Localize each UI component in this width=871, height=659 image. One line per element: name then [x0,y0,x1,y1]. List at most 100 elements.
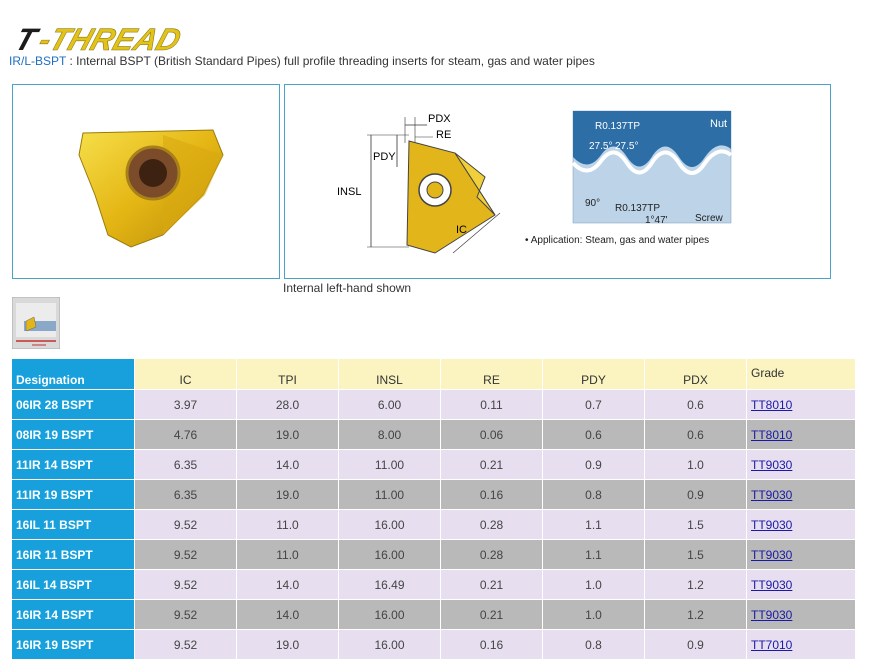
cell-tpi: 19.0 [237,419,339,449]
product-subtitle: IR/L-BSPT : Internal BSPT (British Stand… [9,54,595,68]
cell-grade: TT9030 [747,539,856,569]
diagram-panel: PDX RE PDY INSL IC Nut R0.137TP 27.5° 27… [284,84,831,279]
table-header-row: Designation IC TPI INSL RE PDY PDX Grade [12,359,856,389]
label-angle-right: 27.5° [615,141,638,152]
cell-re: 0.16 [441,629,543,659]
cell-ic: 9.52 [135,539,237,569]
label-radius-top: R0.137TP [595,121,640,132]
insert-dimension-diagram: PDX RE PDY INSL IC Nut R0.137TP 27.5° 27… [337,110,733,254]
cell-ic: 9.52 [135,509,237,539]
cell-pdy: 0.9 [543,449,645,479]
label-pdy: PDY [373,151,396,163]
logo-thread-text: -THREAD [35,22,186,56]
cell-pdx: 1.5 [645,539,747,569]
label-re: RE [436,129,451,141]
cell-re: 0.21 [441,449,543,479]
cell-grade: TT8010 [747,389,856,419]
cell-ic: 9.52 [135,629,237,659]
cell-grade: TT9030 [747,479,856,509]
cell-tpi: 11.0 [237,509,339,539]
label-taper: 1°47' [645,215,668,226]
cell-insl: 6.00 [339,389,441,419]
cell-designation: 08IR 19 BSPT [12,419,135,449]
label-insl: INSL [337,186,361,198]
cell-ic: 6.35 [135,479,237,509]
header-grade: Grade [747,359,856,389]
label-angle-left: 27.5° [589,141,612,152]
cell-grade: TT9030 [747,599,856,629]
cell-pdy: 0.8 [543,629,645,659]
cell-ic: 3.97 [135,389,237,419]
grade-link[interactable]: TT9030 [751,457,793,472]
cell-tpi: 19.0 [237,629,339,659]
internal-threading-tool-icon [12,297,60,349]
label-pdx: PDX [428,113,451,125]
cell-tpi: 14.0 [237,599,339,629]
header-insl: INSL [339,359,441,389]
cell-tpi: 19.0 [237,479,339,509]
grade-link[interactable]: TT8010 [751,427,793,442]
cell-tpi: 28.0 [237,389,339,419]
cell-designation: 16IR 19 BSPT [12,629,135,659]
header-pdy: PDY [543,359,645,389]
grade-link[interactable]: TT7010 [751,637,793,652]
cell-pdx: 0.9 [645,479,747,509]
cell-pdy: 1.1 [543,539,645,569]
product-code: IR/L-BSPT [9,54,67,68]
header-designation: Designation [12,359,135,389]
header-pdx: PDX [645,359,747,389]
cell-designation: 11IR 19 BSPT [12,479,135,509]
cell-insl: 8.00 [339,419,441,449]
cell-pdx: 0.6 [645,419,747,449]
cell-insl: 16.00 [339,539,441,569]
cell-insl: 11.00 [339,479,441,509]
cell-pdx: 0.9 [645,629,747,659]
cell-pdy: 1.0 [543,599,645,629]
cell-designation: 16IR 11 BSPT [12,539,135,569]
subtitle-separator: : [66,54,77,68]
cell-insl: 16.49 [339,569,441,599]
cell-pdy: 1.1 [543,509,645,539]
cell-pdx: 1.2 [645,599,747,629]
cell-tpi: 14.0 [237,569,339,599]
label-ic: IC [456,224,467,236]
cell-re: 0.21 [441,599,543,629]
cell-designation: 16IL 11 BSPT [12,509,135,539]
cell-ic: 9.52 [135,569,237,599]
grade-link[interactable]: TT8010 [751,397,793,412]
cell-insl: 11.00 [339,449,441,479]
cell-pdy: 0.8 [543,479,645,509]
cell-re: 0.16 [441,479,543,509]
cell-re: 0.21 [441,569,543,599]
cell-grade: TT7010 [747,629,856,659]
cell-ic: 4.76 [135,419,237,449]
table-row: 11IR 19 BSPT 6.35 19.0 11.00 0.16 0.8 0.… [12,479,856,509]
grade-link[interactable]: TT9030 [751,517,793,532]
grade-link[interactable]: TT9030 [751,607,793,622]
cell-tpi: 11.0 [237,539,339,569]
table-row: 06IR 28 BSPT 3.97 28.0 6.00 0.11 0.7 0.6… [12,389,856,419]
cell-grade: TT9030 [747,449,856,479]
cell-grade: TT9030 [747,509,856,539]
label-screw: Screw [695,213,724,224]
label-nut: Nut [710,118,727,130]
cell-pdx: 1.5 [645,509,747,539]
header-tpi: TPI [237,359,339,389]
cell-designation: 16IL 14 BSPT [12,569,135,599]
header-re: RE [441,359,543,389]
cell-pdy: 0.7 [543,389,645,419]
label-angle-90: 90° [585,198,600,209]
cell-pdx: 0.6 [645,389,747,419]
cell-ic: 6.35 [135,449,237,479]
cell-re: 0.06 [441,419,543,449]
grade-link[interactable]: TT9030 [751,547,793,562]
cell-grade: TT9030 [747,569,856,599]
table-row: 16IR 14 BSPT 9.52 14.0 16.00 0.21 1.0 1.… [12,599,856,629]
specification-table: Designation IC TPI INSL RE PDY PDX Grade… [12,359,856,659]
cell-tpi: 14.0 [237,449,339,479]
cell-re: 0.11 [441,389,543,419]
grade-link[interactable]: TT9030 [751,487,793,502]
table-row: 08IR 19 BSPT 4.76 19.0 8.00 0.06 0.6 0.6… [12,419,856,449]
grade-link[interactable]: TT9030 [751,577,793,592]
cell-grade: TT8010 [747,419,856,449]
